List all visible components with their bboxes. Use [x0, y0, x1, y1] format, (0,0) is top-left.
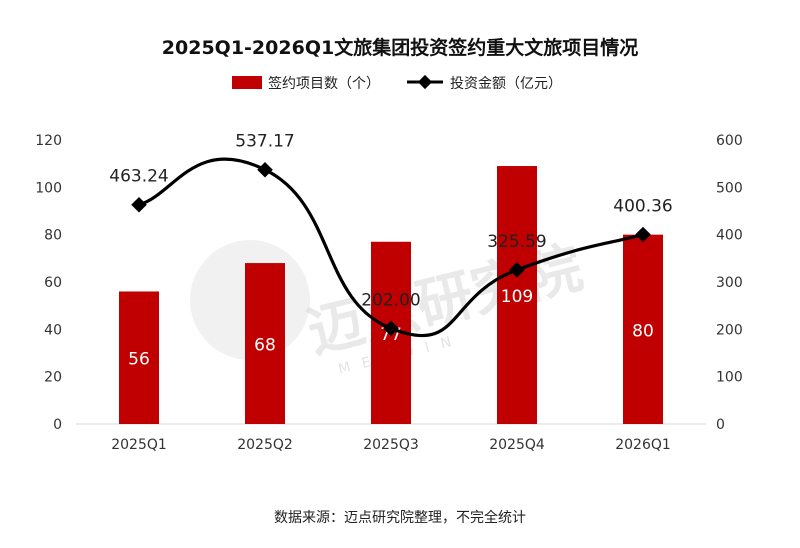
y-right-tick-label: 100 [716, 370, 743, 386]
y-right-tick-label: 600 [716, 133, 743, 149]
x-tick-label: 2025Q3 [363, 437, 419, 453]
bar-data-label: 80 [632, 321, 654, 341]
bar-data-label: 109 [501, 287, 533, 307]
bar [623, 234, 663, 424]
y-left-tick-label: 40 [44, 322, 62, 338]
y-right-tick-label: 0 [716, 417, 725, 433]
y-left-tick-label: 100 [35, 180, 62, 196]
y-right-tick-label: 500 [716, 180, 743, 196]
line-data-label: 537.17 [235, 132, 294, 152]
x-tick-label: 2025Q4 [489, 437, 545, 453]
y-left-tick-label: 80 [44, 228, 62, 244]
x-tick-label: 2025Q1 [111, 437, 167, 453]
y-right-tick-label: 400 [716, 228, 743, 244]
legend-swatch-bar [232, 76, 262, 89]
line-data-label: 400.36 [613, 196, 672, 216]
y-left-tick-label: 20 [44, 370, 62, 386]
legend-swatch-marker [417, 74, 433, 90]
line-point [635, 226, 651, 243]
y-left-tick-label: 60 [44, 275, 62, 291]
bar-data-label: 56 [128, 350, 150, 370]
bar [119, 291, 159, 424]
x-tick-label: 2025Q2 [237, 437, 293, 453]
source-note: 数据来源：迈点研究院整理，不完全统计 [274, 509, 526, 526]
x-tick-label: 2026Q1 [615, 437, 671, 453]
line-point [257, 161, 273, 178]
legend-label-line: 投资金额（亿元） [450, 76, 562, 92]
line-data-label: 325.59 [487, 232, 546, 252]
axes: 0 20 40 60 80 100 120 0 100 200 300 400 500 600 2025Q1… [35, 133, 742, 453]
y-left-tick-label: 120 [35, 133, 62, 149]
chart-title: 2025Q1-2026Q1文旅集团投资签约重大文旅项目情况 [162, 36, 638, 59]
y-right-tick-label: 200 [716, 322, 743, 338]
bar [497, 166, 537, 425]
legend-label-bar: 签约项目数（个） [268, 75, 380, 92]
y-right-tick-label: 300 [716, 275, 743, 291]
line-point [131, 196, 147, 213]
line-data-label: 202.00 [361, 290, 420, 310]
bar-data-label: 68 [254, 336, 276, 356]
legend: 签约项目数（个） 投资金额（亿元） [232, 74, 562, 92]
y-left-tick-label: 0 [53, 417, 62, 433]
investment-line-path [138, 157, 644, 338]
line-data-label: 463.24 [109, 167, 168, 187]
bar [245, 263, 285, 424]
